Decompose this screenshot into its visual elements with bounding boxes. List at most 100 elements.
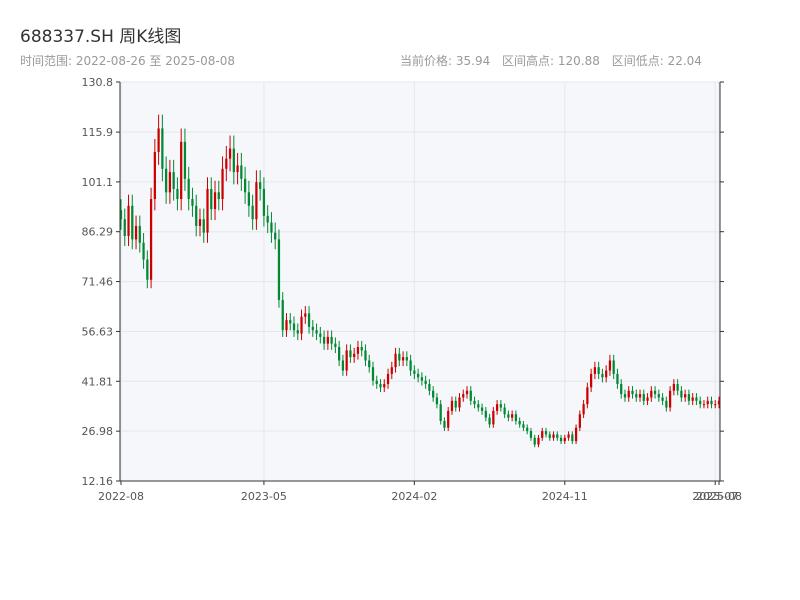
candle-body xyxy=(225,158,228,169)
x-tick-label: 2022-08 xyxy=(98,490,144,503)
y-tick-label: 12.16 xyxy=(82,475,114,488)
candle-body xyxy=(368,360,371,368)
candle-body xyxy=(202,219,205,233)
candle-body xyxy=(608,360,612,371)
y-tick-label: 86.29 xyxy=(82,226,114,239)
candle-body xyxy=(586,387,589,405)
candle-body xyxy=(251,205,254,220)
candle-body xyxy=(146,259,149,280)
candle-body xyxy=(480,407,484,411)
candle-body xyxy=(661,397,664,401)
y-tick-label: 71.46 xyxy=(82,276,114,289)
candle-body xyxy=(717,400,721,405)
candle-body xyxy=(477,404,480,408)
candle-body xyxy=(642,394,645,401)
candle-body xyxy=(631,390,634,395)
y-tick-label: 130.8 xyxy=(82,76,114,89)
candle-body xyxy=(567,434,570,438)
candle-body xyxy=(646,397,649,401)
candle-body xyxy=(349,350,352,358)
candle-body xyxy=(304,313,307,317)
candle-body xyxy=(243,178,247,193)
candle-body xyxy=(183,141,187,179)
candle-body xyxy=(123,219,126,237)
candle-body xyxy=(338,347,341,361)
candle-body xyxy=(443,421,446,428)
candle-body xyxy=(259,182,262,189)
candle-body xyxy=(597,367,600,374)
candle-body xyxy=(574,427,578,442)
candle-body xyxy=(439,404,442,422)
candle-body xyxy=(142,242,145,260)
candle-body xyxy=(187,178,190,200)
candle-body xyxy=(495,404,499,411)
candle-body xyxy=(127,205,130,237)
candle-body xyxy=(292,323,296,331)
candle-body xyxy=(676,384,679,391)
candle-body xyxy=(706,400,709,405)
candle-body xyxy=(526,427,529,432)
y-axis-ticks: 12.16 26.98 41.81 56.63 71.46 86.29 101.1 115.9… xyxy=(82,76,724,488)
candle-body xyxy=(710,400,713,405)
candle-body xyxy=(240,165,243,179)
candle-body xyxy=(213,192,217,210)
candle-body xyxy=(537,437,540,445)
candle-body xyxy=(503,407,506,415)
candle-body xyxy=(285,320,288,331)
candle-body xyxy=(119,210,123,220)
candle-body xyxy=(484,410,487,418)
candle-body xyxy=(319,333,322,337)
candle-body xyxy=(462,394,465,398)
candle-body xyxy=(507,414,510,418)
candle-body xyxy=(401,357,405,361)
candle-body xyxy=(432,390,435,398)
candle-body xyxy=(409,360,412,371)
candle-body xyxy=(714,404,717,406)
candle-body xyxy=(138,225,141,243)
x-axis-ticks: 2022-08 2023-05 2024-02 2024-11 2025-072025-… xyxy=(98,481,742,503)
candle-body xyxy=(210,188,213,210)
candle-body xyxy=(277,239,281,300)
candle-body xyxy=(356,347,360,354)
candle-body xyxy=(390,367,393,374)
candle-body xyxy=(172,172,175,189)
candle-body xyxy=(300,316,303,334)
candle-body xyxy=(165,168,168,193)
candle-body xyxy=(131,205,134,240)
candles xyxy=(119,114,721,448)
candle-body xyxy=(398,353,401,361)
candle-body xyxy=(514,414,518,422)
candle-body xyxy=(511,414,514,418)
candle-body xyxy=(541,431,544,438)
candle-body xyxy=(499,404,502,408)
y-tick-label: 26.98 xyxy=(82,425,114,438)
candle-body xyxy=(702,404,706,406)
candle-body xyxy=(307,313,311,327)
candle-body xyxy=(364,350,367,361)
x-tick-label: 2025-07 xyxy=(692,490,738,503)
candle-body xyxy=(176,188,179,200)
candle-body xyxy=(473,400,476,405)
candle-body xyxy=(488,417,491,425)
candle-body xyxy=(571,434,574,442)
candle-body xyxy=(548,434,551,438)
y-tick-label: 101.1 xyxy=(82,176,114,189)
candle-body xyxy=(458,397,461,408)
candle-body xyxy=(232,148,235,173)
candle-body xyxy=(601,373,604,378)
candle-body xyxy=(274,232,277,240)
candle-body xyxy=(447,410,450,428)
y-tick-label: 115.9 xyxy=(82,126,114,139)
candle-body xyxy=(281,299,284,331)
candle-body xyxy=(699,400,702,405)
candle-body xyxy=(262,188,266,216)
candle-body xyxy=(394,353,397,368)
candle-body xyxy=(157,128,160,152)
candle-body xyxy=(680,390,683,398)
candle-body xyxy=(691,397,694,401)
candle-body xyxy=(217,192,220,200)
candle-body xyxy=(518,421,521,425)
candle-body xyxy=(563,437,566,442)
candle-body xyxy=(559,437,563,442)
